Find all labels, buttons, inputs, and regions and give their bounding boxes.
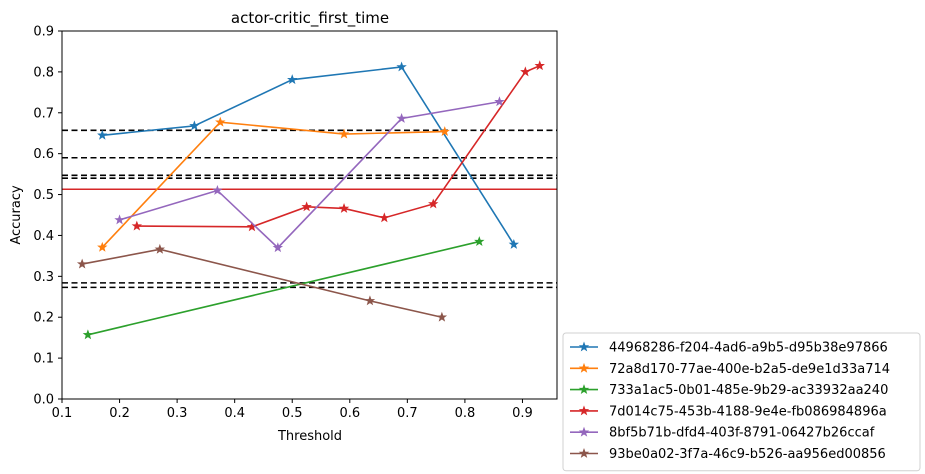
data-point — [508, 238, 520, 249]
y-tick-label: 0.0 — [33, 393, 54, 408]
legend-label: 7d014c75-453b-4188-9e4e-fb086984896a — [609, 404, 887, 419]
data-point — [338, 202, 350, 213]
plot-area — [61, 30, 558, 400]
x-axis: 0.1 0.2 0.3 0.4 0.5 0.6 0.7 0.8 0.9 — [52, 399, 533, 421]
legend-marker — [578, 362, 590, 373]
y-tick-label: 0.7 — [33, 106, 54, 121]
y-tick-label: 0.4 — [33, 229, 54, 244]
y-axis: 0.0 0.1 0.2 0.3 0.4 0.5 0.6 0.7 0.8 0.9 — [33, 25, 62, 408]
data-point — [428, 198, 439, 209]
y-axis-label: Accuracy — [9, 185, 24, 245]
data-point — [364, 295, 376, 306]
x-tick-label: 0.2 — [109, 406, 130, 421]
chart-title: actor-critic_first_time — [231, 9, 389, 28]
data-point — [212, 184, 223, 195]
y-tick-label: 0.9 — [33, 25, 54, 40]
x-tick-label: 0.5 — [282, 406, 303, 421]
y-tick-label: 0.2 — [33, 311, 54, 326]
legend-label: 44968286-f204-4ad6-a9b5-d95b38e97866 — [609, 341, 888, 356]
legend-label: 72a8d170-77ae-400e-b2a5-de9e1d33a714 — [609, 362, 890, 377]
data-point — [439, 126, 450, 137]
legend-box — [562, 332, 921, 472]
y-tick-label: 0.8 — [33, 65, 54, 80]
legend-label: 8bf5b71b-dfd4-403f-8791-06427b26ccaf — [609, 426, 875, 441]
data-point — [114, 214, 125, 225]
legend-marker — [578, 426, 590, 437]
legend: 44968286-f204-4ad6-a9b5-d95b38e97866 72a8… — [562, 332, 921, 472]
data-point — [82, 329, 94, 340]
data-point — [396, 61, 407, 72]
data-point — [189, 120, 200, 131]
x-tick-label: 0.3 — [167, 406, 188, 421]
y-tick-label: 0.1 — [33, 352, 54, 367]
x-tick-label: 0.7 — [397, 406, 418, 421]
data-point — [534, 60, 545, 71]
data-point — [379, 212, 390, 223]
x-tick-label: 0.8 — [455, 406, 476, 421]
data-point — [131, 220, 143, 231]
data-point — [272, 242, 284, 253]
y-tick-label: 0.6 — [33, 147, 54, 162]
x-tick-label: 0.4 — [224, 406, 245, 421]
data-point — [154, 243, 166, 254]
y-tick-label: 0.5 — [33, 188, 54, 203]
data-point — [215, 116, 226, 127]
data-point — [474, 236, 485, 247]
legend-marker — [578, 405, 590, 416]
series-line — [87, 240, 480, 336]
data-point — [436, 311, 448, 322]
x-axis-label: Threshold — [277, 429, 342, 444]
legend-label: 733a1ac5-0b01-485e-9b29-ac33932aa240 — [609, 383, 888, 398]
data-point — [97, 241, 108, 252]
data-point — [520, 66, 531, 77]
data-point — [338, 128, 350, 139]
y-tick-label: 0.3 — [33, 270, 54, 285]
plot-frame — [61, 30, 558, 400]
series-line — [82, 248, 443, 319]
data-point — [494, 96, 505, 107]
legend-marker — [578, 341, 590, 352]
series-line — [136, 65, 541, 228]
data-point — [301, 201, 312, 212]
data-point — [287, 74, 298, 85]
series-line — [101, 121, 445, 248]
x-tick-label: 0.1 — [52, 406, 73, 421]
data-point — [76, 258, 88, 269]
legend-marker — [578, 448, 590, 458]
legend-marker — [578, 384, 590, 395]
x-tick-label: 0.6 — [339, 406, 360, 421]
data-point — [396, 113, 407, 123]
x-tick-label: 0.9 — [512, 406, 533, 421]
data-point — [97, 129, 108, 140]
series-line — [102, 66, 515, 245]
legend-label: 93be0a02-3f7a-46c9-b526-aa956ed00856 — [609, 447, 886, 462]
